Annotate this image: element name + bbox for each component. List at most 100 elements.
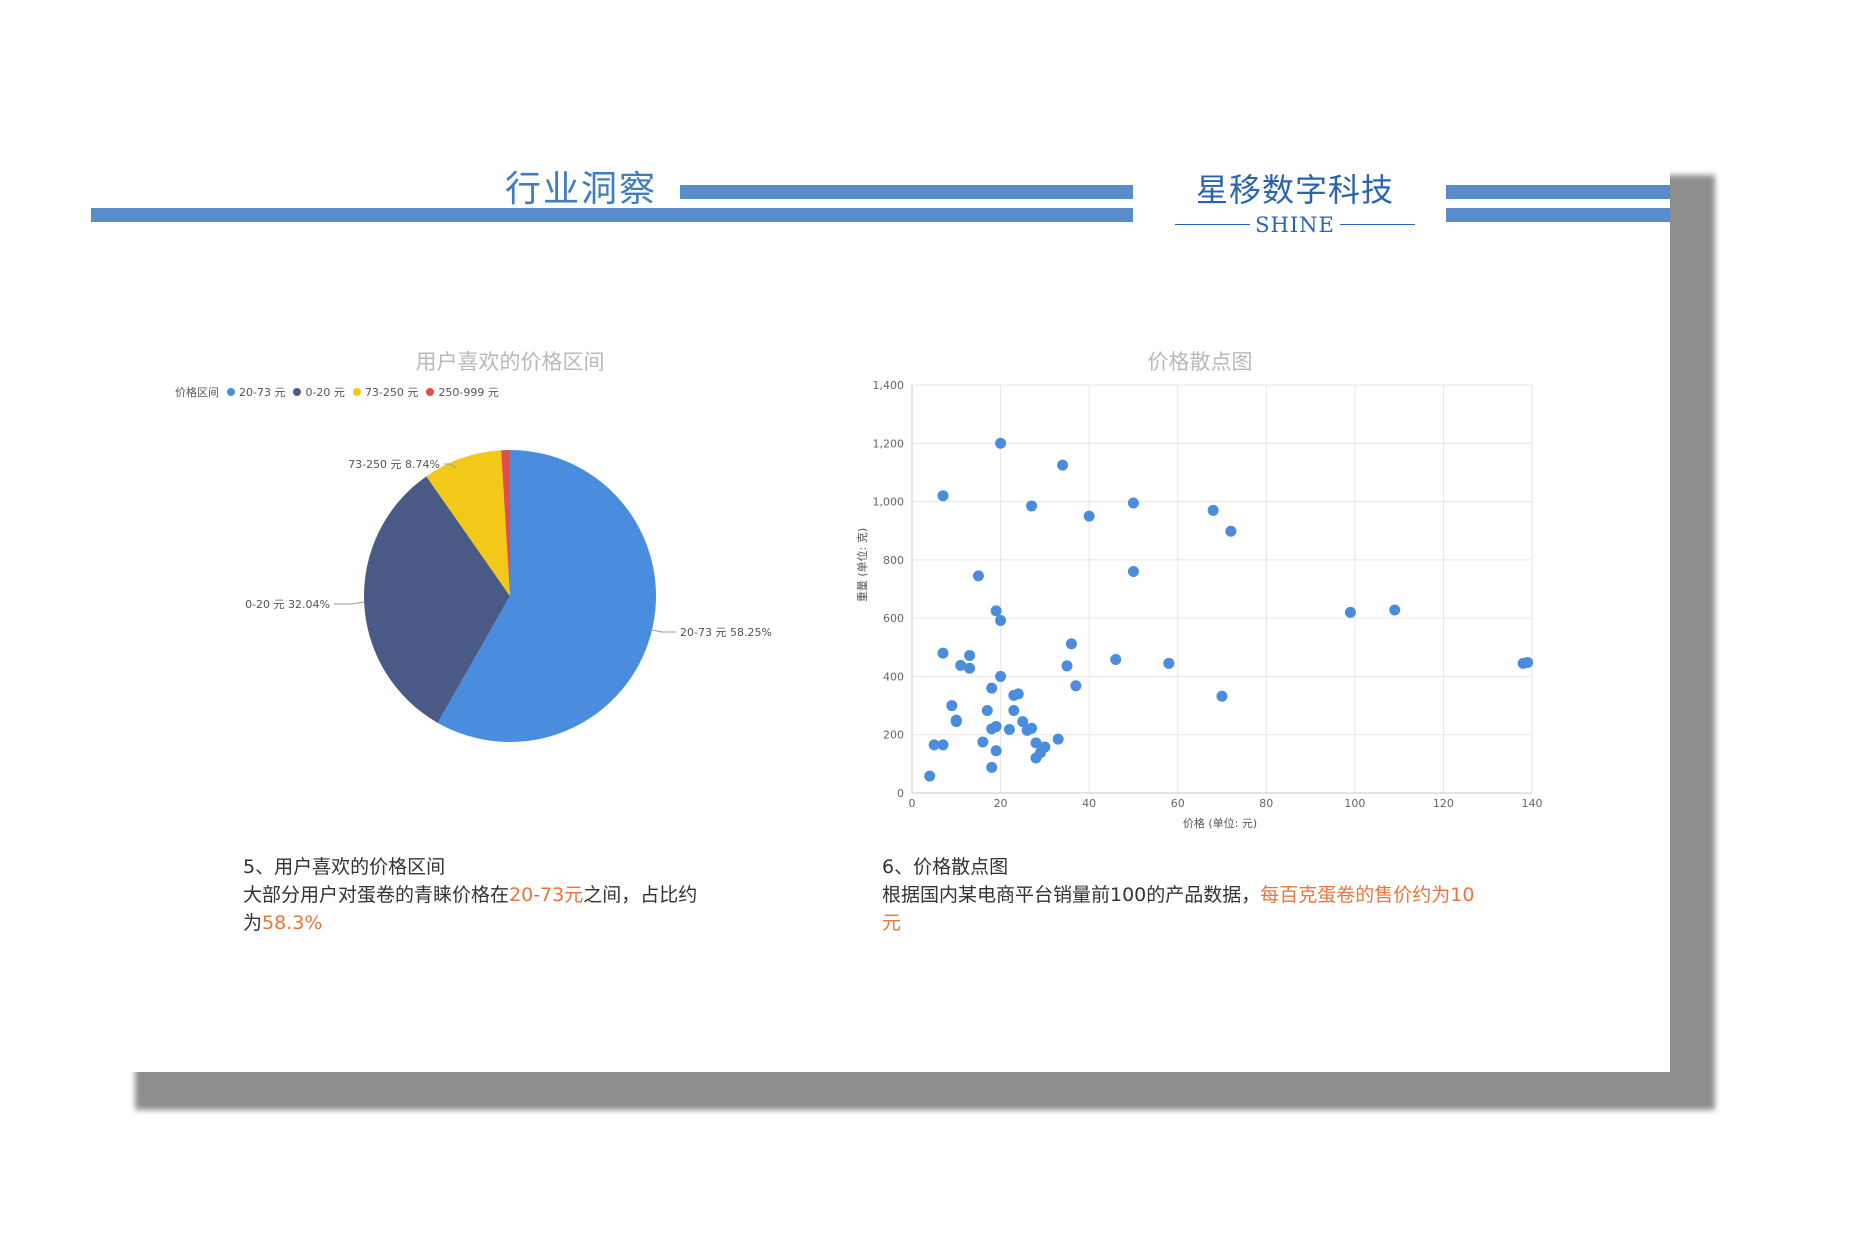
scatter-point [1026,500,1038,512]
caption-pie-line1-pre: 大部分用户对蛋卷的青睐价格在 [243,884,510,906]
scatter-y-tick-label: 1,000 [873,496,905,509]
scatter-x-tick-label: 60 [1171,797,1185,810]
scatter-point [1083,510,1095,522]
scatter-y-tick-label: 200 [883,729,904,742]
pie-legend: 价格区间 20-73 元 0-20 元 73-250 元 250-999 元 [175,384,499,400]
scatter-point [986,682,998,694]
scatter-point [1052,733,1064,745]
scatter-point [1127,497,1139,509]
legend-title: 价格区间 [175,386,219,399]
scatter-point [937,739,949,751]
scatter-y-tick-label: 1,400 [873,379,905,392]
scatter-y-tick-label: 800 [883,554,904,567]
scatter-x-tick-label: 120 [1433,797,1454,810]
pie-data-label-1: 0-20 元 32.04% [245,598,330,611]
scatter-point [995,614,1007,626]
scatter-point [1522,656,1534,668]
caption-scatter-highlight-unit: 元 [882,912,902,934]
scatter-point [1017,716,1029,728]
scatter-chart: 0 20 40 60 80 100 120 140 0 200 400 600 800 1,000 1,20… [855,379,1543,830]
caption-pie: 5、用户喜欢的价格区间 大部分用户对蛋卷的青睐价格在20-73元之间，占比约 为… [243,853,803,937]
scatter-point [964,662,976,674]
scatter-point [937,647,949,659]
pie-slice-2 [426,450,510,596]
scatter-x-tick-label: 40 [1082,797,1096,810]
pie-chart: 20-73 元 58.25% 0-20 元 32.04% 73-250 元 8.… [245,450,772,742]
pie-data-label-0: 20-73 元 58.25% [680,626,772,639]
scatter-point [977,736,989,748]
scatter-point [928,739,940,751]
brand-line-right [1340,224,1415,225]
scatter-x-tick-label: 0 [909,797,916,810]
caption-scatter: 6、价格散点图 根据国内某电商平台销量前100的产品数据，每百克蛋卷的售价约为1… [882,853,1562,937]
caption-scatter-line1-pre: 根据国内某电商平台销量前100的产品数据， [882,884,1261,906]
scatter-point [964,649,976,661]
brand-sub: SHINE [1255,213,1335,237]
scatter-point [946,700,958,712]
brand-logo: 星移数字科技 SHINE [1175,165,1415,237]
header-bar-right-bottom [1446,208,1670,222]
scatter-x-tick-label: 80 [1259,797,1273,810]
scatter-x-tick-label: 100 [1344,797,1365,810]
legend-label-3: 250-999 元 [438,386,499,399]
scatter-point [995,670,1007,682]
legend-label-0: 20-73 元 [239,386,286,399]
caption-pie-highlight-range: 20-73元 [509,884,584,906]
scatter-point [950,716,962,728]
scatter-y-axis-label: 重量 (单位: 克) [855,528,869,602]
pie-slice-0 [437,450,656,742]
caption-pie-line1-post: 之间，占比约 [583,884,698,906]
scatter-point [986,761,998,773]
scatter-point [990,605,1002,617]
leader-line-1 [334,601,365,605]
header-bar-left-long [91,208,1133,222]
caption-scatter-line1: 根据国内某电商平台销量前100的产品数据，每百克蛋卷的售价约为10 [882,881,1562,909]
header-bar-right-top [1446,185,1670,199]
leader-line-0 [651,629,676,633]
scatter-point [981,705,993,717]
caption-pie-highlight-percent: 58.3% [262,912,323,934]
scatter-point [1389,604,1401,616]
slide: 行业洞察 星移数字科技 SHINE 用户喜欢的价格区间 价格区间 20-73 元… [91,165,1670,937]
pie-slice-3 [501,450,510,596]
scatter-y-tick-label: 600 [883,612,904,625]
scatter-point [990,745,1002,757]
scatter-point [1225,525,1237,537]
legend-label-1: 0-20 元 [305,386,345,399]
scatter-point [1030,752,1042,764]
scatter-x-tick-label: 20 [994,797,1008,810]
scatter-point [1030,737,1042,749]
scatter-point [1216,690,1228,702]
caption-scatter-line2: 元 [882,909,1562,937]
caption-pie-line2-pre: 为 [243,912,263,934]
pie-slice-1 [364,476,510,723]
scatter-point [937,490,949,502]
scatter-point [1008,689,1020,701]
scatter-point [1207,504,1219,516]
scatter-x-axis-label: 价格 (单位: 元) [1183,816,1257,830]
scatter-point [986,723,998,735]
pie-data-label-2: 73-250 元 8.74% [348,458,440,471]
legend-label-2: 73-250 元 [364,386,419,399]
scatter-y-tick-label: 400 [883,670,904,683]
scatter-point [1061,660,1073,672]
scatter-point [1163,657,1175,669]
caption-pie-line2: 为58.3% [243,909,803,937]
scatter-point [1110,654,1122,666]
scatter-point [1127,566,1139,578]
header-bar-left-short [680,185,1133,199]
caption-scatter-highlight: 每百克蛋卷的售价约为10 [1260,884,1475,906]
page-title: 行业洞察 [505,169,658,210]
scatter-point [1057,459,1069,471]
caption-pie-line1: 大部分用户对蛋卷的青睐价格在20-73元之间，占比约 [243,881,803,909]
leader-line-2 [444,463,457,469]
scatter-x-tick-label: 140 [1522,797,1543,810]
caption-pie-title: 5、用户喜欢的价格区间 [243,856,446,878]
legend-swatch-3 [426,388,435,396]
legend-swatch-2 [352,388,361,396]
scatter-point [1070,680,1082,692]
brand-name: 星移数字科技 [1195,171,1394,209]
scatter-y-tick-label: 1,200 [873,437,905,450]
scatter-point [972,570,984,582]
scatter-point [924,770,936,782]
